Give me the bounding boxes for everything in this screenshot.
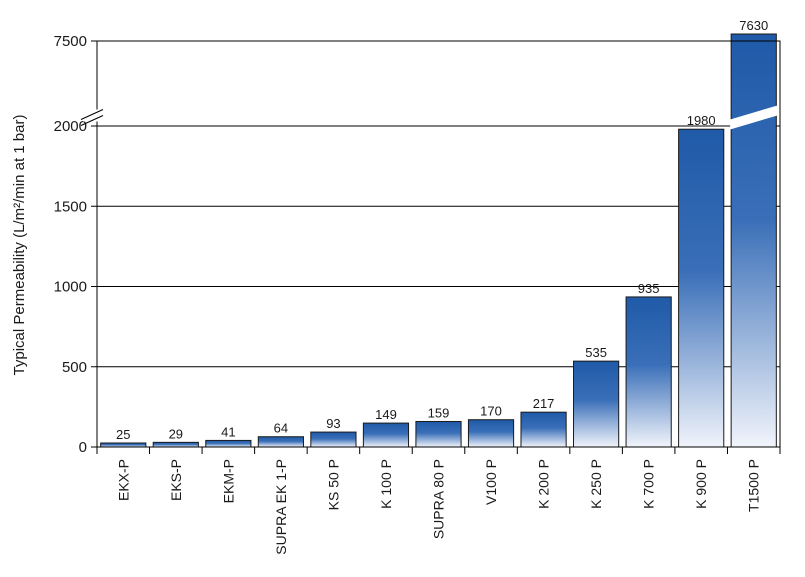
x-category-label: K 100 P bbox=[378, 459, 394, 509]
axis-break-mask bbox=[83, 109, 103, 122]
data-label: 935 bbox=[638, 281, 660, 296]
bar bbox=[310, 431, 357, 448]
x-category-label: KS 50 P bbox=[325, 459, 341, 510]
bar bbox=[573, 360, 620, 448]
x-category-label: K 200 P bbox=[536, 459, 552, 509]
y-tick-label: 7500 bbox=[54, 33, 87, 50]
bar bbox=[678, 128, 725, 448]
bar bbox=[257, 436, 304, 448]
x-category-label: EKM-P bbox=[220, 459, 236, 503]
bar bbox=[152, 441, 199, 448]
x-category-label: K 700 P bbox=[641, 459, 657, 509]
x-category-label: SUPRA 80 P bbox=[431, 459, 447, 539]
data-label: 25 bbox=[116, 427, 130, 442]
bar-break-band bbox=[730, 105, 778, 130]
x-category-label: K 250 P bbox=[588, 459, 604, 509]
x-category-label: SUPRA EK 1-P bbox=[273, 459, 289, 555]
x-category-label: T1500 P bbox=[746, 459, 762, 512]
data-label: 159 bbox=[428, 405, 450, 420]
data-label: 64 bbox=[274, 421, 288, 436]
data-label: 217 bbox=[533, 396, 555, 411]
y-tick-label: 1500 bbox=[54, 198, 87, 215]
bars bbox=[100, 33, 778, 448]
bar bbox=[520, 411, 567, 448]
y-tick-label: 1000 bbox=[54, 279, 87, 296]
axis-break-line bbox=[80, 115, 104, 126]
x-category-label: EKX-P bbox=[115, 459, 131, 501]
bar bbox=[362, 422, 410, 448]
bar bbox=[467, 419, 515, 448]
data-labels: 25 29 41 64 93 149 159 170 217 535 935 1980 7630 bbox=[116, 18, 768, 442]
x-category-label: V100 P bbox=[483, 459, 499, 505]
grid-lines bbox=[97, 40, 780, 368]
y-axis-break-icon bbox=[80, 109, 104, 126]
data-label: 29 bbox=[169, 426, 183, 441]
y-axis-title: Typical Permeability (L/m²/min at 1 bar) bbox=[11, 115, 28, 376]
data-label: 93 bbox=[326, 416, 340, 431]
y-tick-label: 2000 bbox=[54, 118, 87, 135]
x-category-label: K 900 P bbox=[693, 459, 709, 509]
axis-break-line bbox=[80, 109, 104, 120]
x-category-label: EKS-P bbox=[168, 459, 184, 501]
bar bbox=[415, 420, 462, 448]
axes: 0 500 1000 1500 2000 7500 EKX-P EKS-P EKM-P SUPRA… bbox=[54, 33, 781, 555]
data-label: 170 bbox=[480, 404, 502, 419]
data-label: 1980 bbox=[687, 113, 716, 128]
plot-frame bbox=[96, 40, 781, 448]
bar bbox=[730, 33, 777, 448]
data-label: 41 bbox=[221, 424, 235, 439]
y-tick-label: 0 bbox=[79, 439, 87, 456]
bar bbox=[100, 442, 147, 448]
y-tick-label: 500 bbox=[62, 359, 87, 376]
bar bbox=[205, 439, 252, 448]
bar bbox=[625, 296, 672, 448]
data-label: 7630 bbox=[739, 18, 768, 33]
data-label: 535 bbox=[585, 345, 607, 360]
data-label: 149 bbox=[375, 407, 397, 422]
